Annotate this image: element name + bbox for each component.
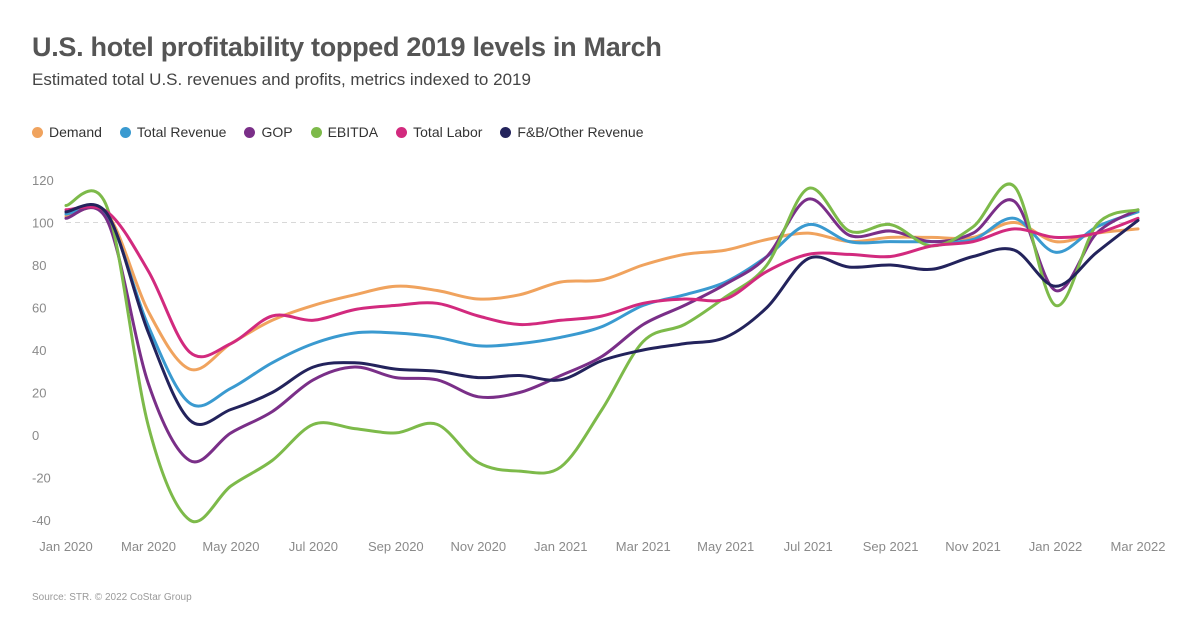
- x-tick-label: Jul 2020: [289, 539, 338, 554]
- y-tick-label: 80: [32, 258, 46, 273]
- legend-item-demand: Demand: [32, 124, 102, 140]
- series-line-ebitda: [64, 182, 1140, 524]
- x-tick-label: Nov 2020: [450, 539, 506, 554]
- x-tick-label: Mar 2020: [121, 539, 176, 554]
- legend-label: EBITDA: [327, 124, 379, 140]
- chart-title: U.S. hotel profitability topped 2019 lev…: [32, 32, 662, 62]
- legend-item-gop: GOP: [244, 124, 293, 140]
- legend-swatch: [32, 126, 43, 138]
- x-tick-label: Mar 2022: [1111, 539, 1166, 554]
- y-tick-label: -40: [32, 513, 51, 528]
- y-tick-label: -20: [32, 471, 51, 486]
- y-tick-label: 120: [32, 173, 54, 188]
- legend-item-total-labor: Total Labor: [396, 124, 482, 140]
- x-tick-label: Sep 2021: [863, 539, 919, 554]
- x-tick-label: May 2020: [202, 539, 259, 554]
- chart-subtitle: Estimated total U.S. revenues and profit…: [32, 70, 531, 89]
- y-tick-label: 100: [32, 216, 54, 231]
- legend-swatch: [310, 126, 322, 138]
- x-tick-label: Sep 2020: [368, 539, 424, 554]
- series-line-total-revenue: [64, 205, 1140, 408]
- series-line-gop: [64, 197, 1140, 464]
- series-line-total-labor: [64, 205, 1140, 359]
- legend: Demand Total Revenue GOP EBITDA Total Labor F…: [32, 124, 643, 140]
- x-tick-label: Jan 2021: [534, 539, 588, 554]
- legend-label: GOP: [261, 124, 293, 140]
- x-tick-label: Jul 2021: [784, 539, 833, 554]
- legend-label: F&B/Other Revenue: [517, 124, 644, 140]
- legend-label: Demand: [49, 124, 102, 140]
- x-tick-label: Jan 2022: [1029, 539, 1083, 554]
- x-tick-label: Jan 2020: [39, 539, 93, 554]
- y-tick-label: 40: [32, 343, 46, 358]
- legend-swatch: [244, 126, 256, 138]
- legend-label: Total Labor: [413, 124, 483, 140]
- source-note: Source: STR. © 2022 CoStar Group: [32, 592, 192, 603]
- series-line-f-b-other-revenue: [64, 203, 1140, 426]
- legend-item-f-b-other-revenue: F&B/Other Revenue: [500, 124, 643, 140]
- legend-swatch: [500, 126, 512, 138]
- y-tick-label: 0: [32, 428, 39, 443]
- x-tick-label: Nov 2021: [945, 539, 1001, 554]
- y-tick-label: 60: [32, 301, 46, 316]
- legend-label: Total Revenue: [136, 124, 227, 140]
- legend-swatch: [396, 126, 408, 138]
- x-tick-label: Mar 2021: [616, 539, 671, 554]
- legend-swatch: [119, 126, 131, 138]
- x-tick-label: May 2021: [697, 539, 754, 554]
- legend-item-ebitda: EBITDA: [310, 124, 379, 140]
- legend-item-total-revenue: Total Revenue: [119, 124, 227, 140]
- y-tick-label: 20: [32, 386, 46, 401]
